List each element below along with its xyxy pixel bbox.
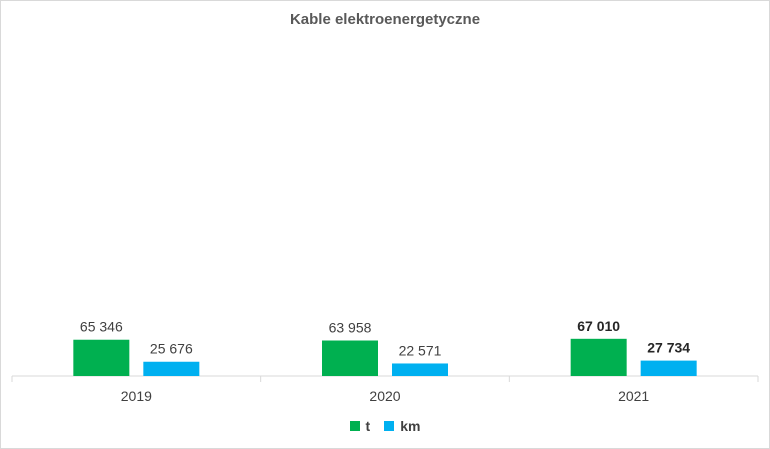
legend-item-t: t: [349, 418, 371, 434]
bar-km-2020: [392, 363, 448, 376]
chart-legend: t km: [0, 418, 770, 434]
legend-swatch-t: [349, 421, 360, 431]
bar-km-2019: [143, 361, 200, 376]
bar-t-2019: [73, 339, 130, 376]
data-label-km-2020: 22 571: [399, 342, 442, 358]
legend-label-t: t: [365, 418, 371, 434]
chart-title: Kable elektroenergetyczne: [289, 11, 481, 28]
data-label-t-2020: 63 958: [329, 320, 372, 336]
bar-t-2020: [322, 340, 378, 376]
x-tick-label-2020: 2020: [369, 388, 400, 404]
legend-item-km: km: [384, 418, 420, 434]
legend-label-km: km: [400, 418, 421, 434]
data-label-t-2019: 65 346: [80, 319, 123, 335]
data-label-km-2021: 27 734: [647, 340, 690, 356]
bar-t-2021: [570, 338, 627, 376]
data-label-t-2021: 67 010: [577, 318, 620, 334]
x-tick-label-2021: 2021: [618, 388, 649, 404]
legend-swatch-km: [384, 421, 395, 431]
data-label-km-2019: 25 676: [150, 341, 193, 357]
bar-km-2021: [640, 360, 697, 376]
x-tick-label-2019: 2019: [121, 388, 152, 404]
